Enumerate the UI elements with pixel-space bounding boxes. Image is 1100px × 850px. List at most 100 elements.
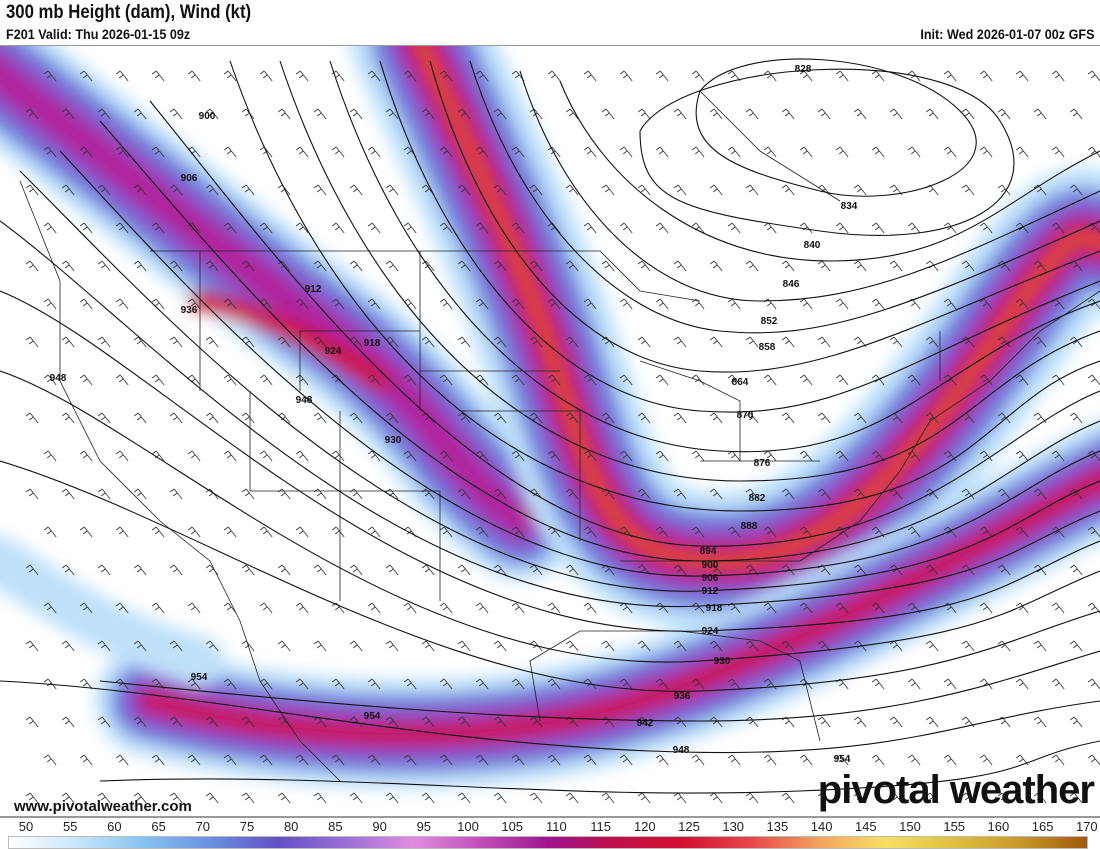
wind-barb: [295, 602, 309, 614]
wind-barb: [961, 260, 975, 272]
wind-barb: [457, 108, 471, 120]
wind-barb: [493, 792, 507, 804]
wind-barb: [457, 716, 471, 728]
wind-barb: [889, 716, 903, 728]
jet-band: [143, 473, 1100, 742]
wind-barb: [367, 146, 381, 158]
wind-barb: [565, 564, 579, 576]
colorbar-tick: 85: [328, 819, 343, 834]
wind-barb: [1015, 450, 1029, 462]
wind-barb: [25, 792, 39, 804]
wind-barb: [781, 488, 795, 500]
wind-barb: [961, 640, 975, 652]
wind-barb: [133, 412, 147, 424]
wind-barb: [1087, 526, 1100, 538]
wind-barb: [889, 108, 903, 120]
wind-barb: [115, 450, 129, 462]
wind-barb: [763, 450, 777, 462]
wind-barb: [79, 678, 93, 690]
colorbar-tick: 165: [1031, 819, 1054, 834]
wind-barb: [457, 640, 471, 652]
website-label[interactable]: www.pivotalweather.com: [14, 798, 192, 815]
wind-barb: [673, 488, 687, 500]
wind-barb: [295, 70, 309, 82]
wind-barb: [295, 146, 309, 158]
wind-barb: [439, 222, 453, 234]
contour-label: 846: [783, 279, 800, 290]
wind-barb: [637, 792, 651, 804]
height-contour: [639, 68, 1015, 236]
wind-barb: [637, 716, 651, 728]
wind-barb: [799, 70, 813, 82]
wind-barb: [493, 336, 507, 348]
wind-barb: [439, 146, 453, 158]
wind-barb: [331, 298, 345, 310]
height-contour: [99, 650, 1100, 722]
wind-barb: [205, 716, 219, 728]
wind-barb: [79, 70, 93, 82]
wind-barb: [133, 564, 147, 576]
wind-barb: [205, 108, 219, 120]
wind-barb: [403, 222, 417, 234]
wind-barb: [583, 450, 597, 462]
weather-map[interactable]: 828 834 840 846 852 858 864 870 876 882 888 894 900 9…: [0, 45, 1100, 818]
wind-barb: [43, 374, 57, 386]
contour-label: 906: [702, 573, 719, 584]
wind-barb: [745, 412, 759, 424]
wind-barb: [439, 526, 453, 538]
wind-barb: [745, 716, 759, 728]
wind-barb: [115, 602, 129, 614]
colorbar-tick: 65: [151, 819, 166, 834]
wind-barb: [259, 450, 273, 462]
wind-barb: [61, 336, 75, 348]
height-contour: [695, 58, 977, 197]
wind-barb: [385, 184, 399, 196]
wind-barb: [79, 450, 93, 462]
contour-label: 912: [305, 284, 322, 295]
contour-label: 924: [325, 346, 342, 357]
wind-barb: [223, 678, 237, 690]
wind-barb: [763, 526, 777, 538]
wind-barb: [511, 754, 525, 766]
wind-barb: [97, 564, 111, 576]
wind-barb: [637, 260, 651, 272]
wind-barb: [871, 754, 885, 766]
wind-barb: [925, 640, 939, 652]
wind-barb: [529, 260, 543, 272]
wind-barb: [925, 792, 939, 804]
wind-barb: [871, 222, 885, 234]
wind-barb: [1033, 412, 1047, 424]
wind-barb: [169, 184, 183, 196]
wind-barb: [1033, 184, 1047, 196]
wind-barb: [961, 488, 975, 500]
contour-label: 876: [754, 458, 771, 469]
wind-barb: [115, 298, 129, 310]
height-contour: [0, 370, 1100, 663]
wind-barb: [655, 374, 669, 386]
colorbar-tick: 120: [633, 819, 656, 834]
wind-barb: [61, 564, 75, 576]
contour-label: 864: [732, 377, 749, 388]
wind-barb: [61, 716, 75, 728]
wind-barb: [1051, 222, 1065, 234]
wind-barb: [907, 374, 921, 386]
height-contour: [559, 80, 1100, 262]
height-contour: [99, 740, 1100, 794]
wind-barb: [835, 602, 849, 614]
wind-barb: [871, 678, 885, 690]
wind-barb: [1069, 564, 1083, 576]
wind-barb: [151, 222, 165, 234]
wind-barb: [277, 792, 291, 804]
wind-barb: [25, 640, 39, 652]
wind-barb: [1051, 146, 1065, 158]
wind-barb: [61, 184, 75, 196]
wind-barb: [151, 602, 165, 614]
wind-barb: [223, 450, 237, 462]
wind-barb: [565, 640, 579, 652]
wind-barb: [205, 412, 219, 424]
wind-barb: [25, 716, 39, 728]
wind-barb: [223, 146, 237, 158]
wind-barb: [1087, 450, 1100, 462]
wind-barb: [205, 488, 219, 500]
wind-barb: [907, 754, 921, 766]
